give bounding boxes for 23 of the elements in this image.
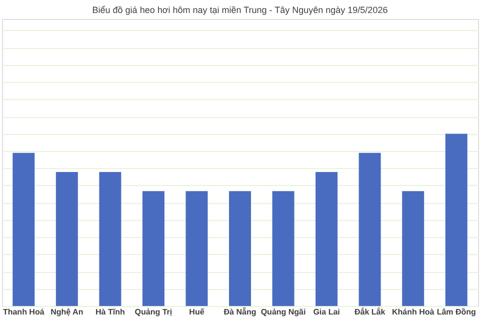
x-tick-label: Quảng Trị: [134, 308, 172, 316]
x-tick-label: Lâm Đồng: [436, 308, 476, 316]
x-tick-label: Đà Nẵng: [224, 306, 256, 316]
x-tick-label: Thanh Hoá: [2, 308, 45, 316]
x-tick-label: Huế: [189, 308, 205, 316]
bar: [12, 152, 35, 306]
bar: [316, 172, 338, 306]
bar: [56, 172, 78, 306]
chart-title: Biểu đồ giá heo hơi hôm nay tại miền Trung - Tây Nguyên ngày 19/5/2026: [92, 5, 388, 15]
x-tick-label: Gia Lai: [313, 308, 340, 316]
bar: [142, 191, 164, 306]
bar: [445, 134, 468, 306]
bar: [229, 191, 251, 306]
bar: [402, 191, 424, 306]
bar: [99, 172, 122, 306]
x-tick-label: Quảng Ngãi: [260, 308, 306, 316]
x-tick-label: Nghệ An: [50, 308, 84, 316]
bar: [358, 152, 381, 306]
bar: [272, 191, 294, 306]
x-tick-label: Đắk Lắk: [354, 306, 386, 316]
x-tick-label: Hà Tĩnh: [96, 308, 125, 316]
bar: [186, 191, 208, 306]
x-tick-label: Khánh Hoà: [392, 308, 435, 316]
